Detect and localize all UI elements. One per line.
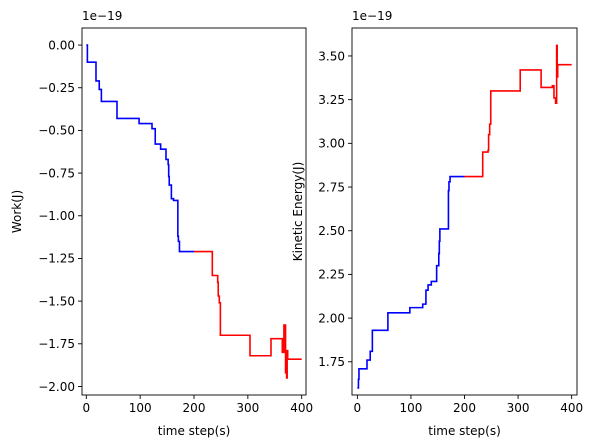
kinetic-y-tick-label: 2.75 bbox=[318, 180, 345, 194]
work-x-tick-label: 200 bbox=[183, 401, 206, 415]
kinetic-x-tick-label: 200 bbox=[453, 401, 476, 415]
kinetic-plot-frame bbox=[351, 27, 578, 396]
work-x-axis-label: time step(s) bbox=[158, 424, 231, 438]
work-chart: 0 100 200 300 400 0.00 −0.25 −0.50 −0.75 −1.00 −1.… bbox=[10, 9, 313, 438]
kinetic-series-red-line bbox=[464, 44, 572, 178]
kinetic-series-blue-line bbox=[357, 175, 465, 389]
kinetic-y-tick-label: 3.00 bbox=[318, 137, 345, 151]
work-y-tick-label: −0.25 bbox=[38, 81, 75, 95]
work-x-tick-label: 0 bbox=[82, 401, 90, 415]
kinetic-y-axis-label: Kinetic Energy(J) bbox=[291, 162, 305, 262]
work-series-red-line bbox=[194, 250, 302, 379]
kinetic-chart: 0 100 200 300 400 1.75 2.00 2.25 2.50 2.75 3.00 3.2… bbox=[291, 9, 583, 438]
kinetic-y-tick-label: 3.25 bbox=[318, 93, 345, 107]
work-offset-text: 1e−19 bbox=[82, 9, 122, 23]
work-plot-frame bbox=[81, 27, 307, 396]
kinetic-y-tick-label: 3.50 bbox=[318, 49, 345, 63]
work-y-tick-label: −1.50 bbox=[38, 294, 75, 308]
work-y-tick-label: −0.75 bbox=[38, 166, 75, 180]
kinetic-offset-text: 1e−19 bbox=[352, 9, 392, 23]
work-x-tick-label: 400 bbox=[290, 401, 313, 415]
work-y-tick-label: −0.50 bbox=[38, 124, 75, 138]
kinetic-x-tick-label: 400 bbox=[560, 401, 583, 415]
kinetic-x-tick-label: 0 bbox=[354, 401, 362, 415]
work-y-tick-label: −1.25 bbox=[38, 252, 75, 266]
work-y-axis-label: Work(J) bbox=[10, 190, 24, 233]
kinetic-y-tick-label: 2.50 bbox=[318, 224, 345, 238]
kinetic-y-tick-label: 2.00 bbox=[318, 311, 345, 325]
kinetic-y-tick-label: 1.75 bbox=[318, 355, 345, 369]
work-y-tick-label: −1.75 bbox=[38, 337, 75, 351]
work-y-tick-label: 0.00 bbox=[48, 38, 75, 52]
work-x-tick-label: 100 bbox=[129, 401, 152, 415]
work-x-tick-label: 300 bbox=[236, 401, 259, 415]
work-series-blue-line bbox=[86, 44, 194, 253]
kinetic-y-tick-label: 2.25 bbox=[318, 268, 345, 282]
kinetic-x-tick-label: 300 bbox=[507, 401, 530, 415]
work-y-tick-label: −1.00 bbox=[38, 209, 75, 223]
kinetic-x-axis-label: time step(s) bbox=[428, 424, 501, 438]
kinetic-x-tick-label: 100 bbox=[399, 401, 422, 415]
work-y-tick-label: −2.00 bbox=[38, 380, 75, 394]
